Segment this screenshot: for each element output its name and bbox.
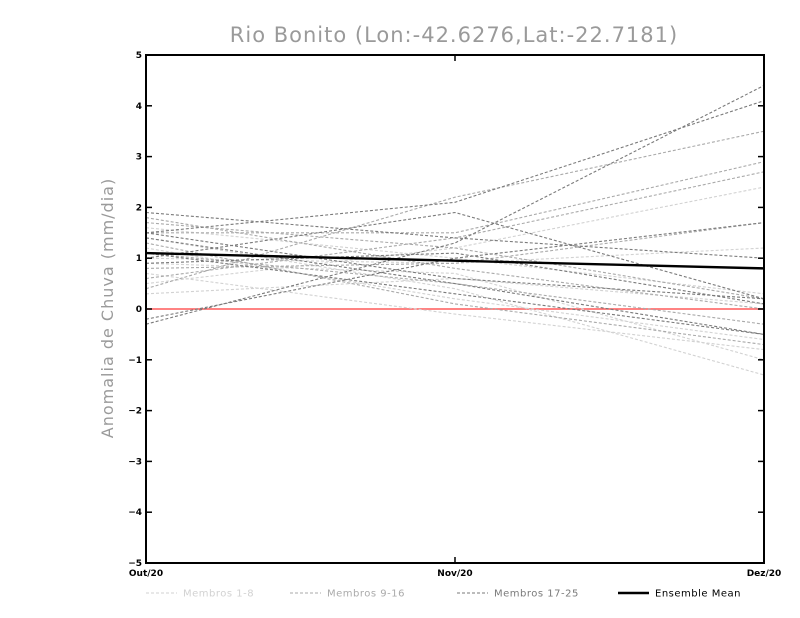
x-tick-label: Dez/20 xyxy=(747,569,782,579)
legend: Membros 1-8 Membros 9-16 Membros 17-25 Ense… xyxy=(146,589,741,600)
y-tick-label: 3 xyxy=(136,153,142,163)
y-tick-label: −3 xyxy=(128,457,142,467)
y-tick-label: 1 xyxy=(136,254,142,264)
y-tick-label: 5 xyxy=(136,51,142,61)
member-line-24 xyxy=(145,252,765,305)
member-line-21 xyxy=(145,237,765,335)
member-line-20 xyxy=(145,211,765,300)
y-tick-label: 4 xyxy=(136,102,142,112)
y-tick-label: −4 xyxy=(128,508,142,518)
y-tick-label: −5 xyxy=(128,559,142,569)
legend-label: Membros 17-25 xyxy=(494,589,579,600)
member-line-15 xyxy=(145,242,765,346)
member-line-1 xyxy=(145,237,765,376)
member-line-4 xyxy=(145,272,765,351)
member-line-5 xyxy=(145,227,765,295)
legend-label: Membros 1-8 xyxy=(183,589,254,600)
y-tick-label: −2 xyxy=(128,407,142,417)
y-tick-label: 2 xyxy=(136,203,142,213)
legend-label: Ensemble Mean xyxy=(655,589,741,600)
member-line-23 xyxy=(145,252,765,335)
y-tick-label: 0 xyxy=(136,305,142,315)
member-line-12 xyxy=(145,252,765,325)
y-tick-label: −1 xyxy=(128,356,142,366)
member-line-11 xyxy=(146,161,765,234)
member-lines-layer xyxy=(145,85,765,376)
member-line-14 xyxy=(145,171,765,280)
member-line-16 xyxy=(145,222,765,269)
x-tick-label: Nov/20 xyxy=(437,569,472,579)
legend-label: Membros 9-16 xyxy=(327,589,405,600)
member-line-17 xyxy=(145,85,765,325)
member-line-10 xyxy=(145,130,765,290)
member-line-25 xyxy=(145,232,765,300)
axes-layer: −5 −4 −3 −2 −1 0 1 2 3 4 5 Out/20 Nov/20 Dez/20 xyxy=(128,51,781,579)
member-line-8 xyxy=(145,262,765,361)
member-line-18 xyxy=(145,100,765,234)
ensemble-mean-line xyxy=(145,251,765,270)
member-line-3 xyxy=(145,247,765,264)
chart-title: Rio Bonito (Lon:-42.6276,Lat:-22.7181) xyxy=(230,23,678,47)
ensemble-mean-layer xyxy=(145,251,765,270)
member-line-22 xyxy=(145,222,765,320)
member-line-9 xyxy=(145,217,765,310)
member-line-13 xyxy=(145,222,765,300)
x-tick-label: Out/20 xyxy=(129,569,163,579)
member-line-19 xyxy=(145,211,765,259)
member-line-7 xyxy=(145,247,765,341)
y-axis-label: Anomalia de Chuva (mm/dia) xyxy=(98,178,117,438)
